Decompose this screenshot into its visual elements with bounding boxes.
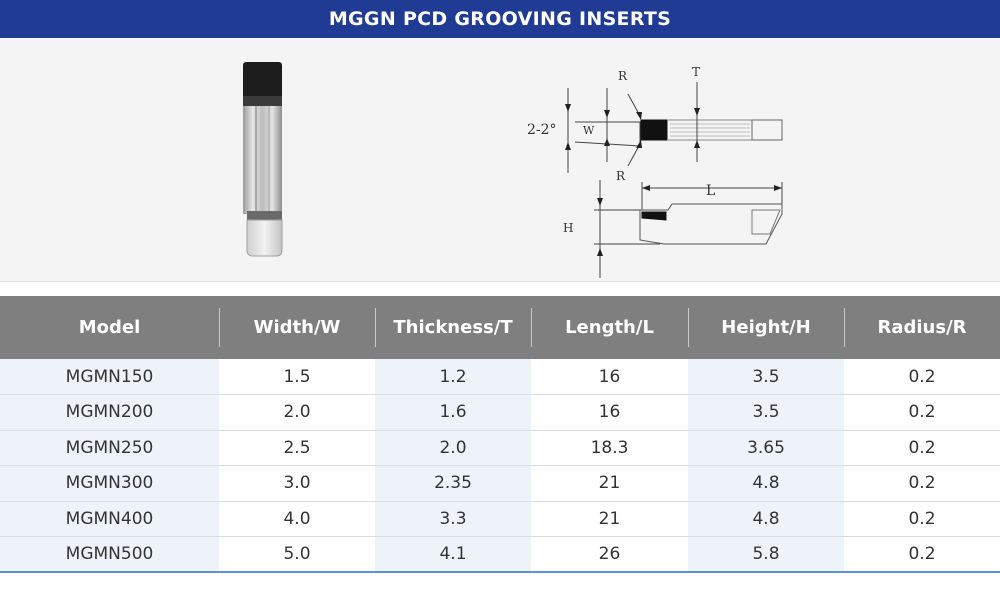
width-label: W: [583, 124, 595, 137]
cell-height: 3.5: [688, 394, 844, 431]
cell-model: MGMN250: [0, 430, 219, 466]
header-width: Width/W: [219, 296, 375, 359]
cell-width: 5.0: [219, 536, 375, 573]
insert-photo: [243, 62, 283, 257]
cell-width: 4.0: [219, 501, 375, 537]
cell-width: 2.0: [219, 394, 375, 431]
drawing-labels: 2-2° W R R T L H: [527, 65, 715, 235]
height-label: H: [563, 221, 573, 235]
thickness-label: T: [692, 65, 700, 79]
cell-thickness: 1.6: [375, 394, 531, 431]
cell-radius: 0.2: [844, 394, 1000, 431]
table-row: MGMN200 2.0 1.6 16 3.5 0.2: [0, 394, 1000, 431]
cell-model: MGMN400: [0, 501, 219, 537]
header-model: Model: [78, 317, 141, 338]
angle-label: 2-2°: [527, 122, 557, 138]
cell-thickness: 2.35: [375, 465, 531, 502]
cell-thickness: 3.3: [375, 501, 531, 537]
radius-top-label: R: [618, 69, 628, 83]
header-length: Length/L: [531, 296, 688, 359]
cell-length: 16: [531, 394, 688, 431]
cell-width: 1.5: [219, 359, 375, 395]
header-height: Height/H: [688, 296, 844, 359]
cell-height: 4.8: [688, 465, 844, 502]
cell-model: MGMN500: [0, 536, 219, 573]
cell-radius: 0.2: [844, 430, 1000, 466]
page-title: MGGN PCD GROOVING INSERTS: [328, 8, 672, 30]
cell-thickness: 2.0: [375, 430, 531, 466]
cell-radius: 0.2: [844, 536, 1000, 573]
cell-length: 26: [531, 536, 688, 573]
table-row: MGMN300 3.0 2.35 21 4.8 0.2: [0, 465, 1000, 502]
table-header-row: Model Width/W Thickness/T Length/L Heigh…: [0, 296, 1000, 359]
cell-height: 3.65: [688, 430, 844, 466]
cell-width: 2.5: [219, 430, 375, 466]
cell-width: 3.0: [219, 465, 375, 502]
table-row: MGMN400 4.0 3.3 21 4.8 0.2: [0, 501, 1000, 537]
cell-height: 5.8: [688, 536, 844, 573]
cell-length: 21: [531, 501, 688, 537]
header-radius: Radius/R: [844, 296, 1000, 359]
figure-panel: 2-2° W R R T L H: [0, 38, 1000, 282]
cell-length: 16: [531, 359, 688, 395]
cell-model: MGMN150: [0, 359, 219, 395]
table-row: MGMN150 1.5 1.2 16 3.5 0.2: [0, 359, 1000, 395]
table-row: MGMN500 5.0 4.1 26 5.8 0.2: [0, 536, 1000, 573]
title-bar: MGGN PCD GROOVING INSERTS: [0, 0, 1000, 38]
cell-height: 3.5: [688, 359, 844, 395]
insert-figure: 2-2° W R R T L H: [243, 62, 783, 278]
cell-model: MGMN300: [0, 465, 219, 502]
technical-drawing: [565, 82, 783, 278]
length-label: L: [706, 183, 715, 199]
cell-thickness: 1.2: [375, 359, 531, 395]
cell-thickness: 4.1: [375, 536, 531, 573]
radius-bottom-label: R: [616, 169, 626, 183]
cell-radius: 0.2: [844, 359, 1000, 395]
cell-height: 4.8: [688, 501, 844, 537]
cell-radius: 0.2: [844, 501, 1000, 537]
cell-radius: 0.2: [844, 465, 1000, 502]
header-thickness: Thickness/T: [375, 296, 531, 359]
spec-table: Model Width/W Thickness/T Length/L Heigh…: [0, 296, 1000, 573]
cell-length: 21: [531, 465, 688, 502]
cell-length: 18.3: [531, 430, 688, 466]
cell-model: MGMN200: [0, 394, 219, 431]
table-row: MGMN250 2.5 2.0 18.3 3.65 0.2: [0, 430, 1000, 466]
